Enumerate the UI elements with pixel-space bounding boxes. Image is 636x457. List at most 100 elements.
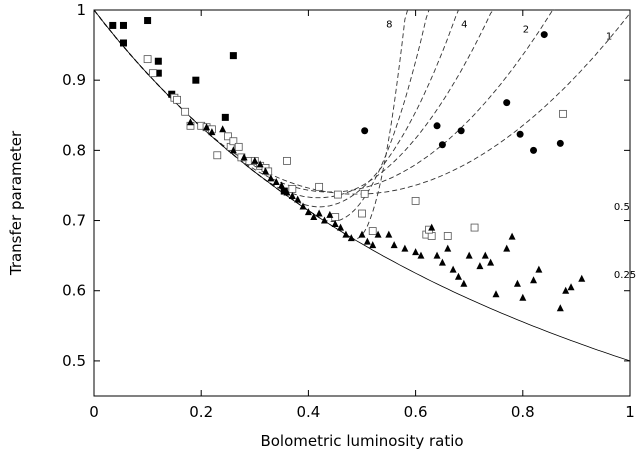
point-open-square bbox=[360, 189, 369, 198]
point-filled-triangle bbox=[401, 244, 409, 252]
model-curves bbox=[93, 9, 631, 362]
point-filled-triangle bbox=[530, 276, 538, 284]
point-filled-triangle bbox=[503, 244, 511, 252]
point-filled-triangle bbox=[556, 304, 564, 312]
y-tick-label: 0.6 bbox=[62, 282, 86, 300]
point-filled-triangle bbox=[219, 125, 227, 133]
point-filled-triangle bbox=[326, 210, 334, 218]
point-filled-triangle bbox=[513, 279, 521, 287]
point-filled-square bbox=[109, 21, 117, 29]
curve-label: 8 bbox=[386, 20, 392, 31]
curve-label: 0.25 bbox=[614, 270, 636, 281]
point-filled-triangle bbox=[363, 237, 371, 245]
point-filled-triangle bbox=[374, 230, 382, 238]
point-open-square bbox=[283, 156, 291, 165]
point-filled-circle bbox=[530, 146, 538, 154]
point-filled-triangle bbox=[578, 274, 586, 282]
point-filled-circle bbox=[556, 139, 564, 147]
x-axis-title: Bolometric luminosity ratio bbox=[260, 432, 463, 450]
point-filled-triangle bbox=[417, 251, 425, 259]
x-tick-label: 1 bbox=[625, 403, 635, 421]
point-open-square bbox=[224, 132, 232, 141]
point-filled-triangle bbox=[208, 128, 216, 136]
point-filled-circle bbox=[361, 127, 369, 135]
point-filled-square bbox=[154, 69, 162, 77]
x-tick-label: 0 bbox=[89, 403, 99, 421]
y-tick-label: 0.7 bbox=[62, 212, 86, 230]
x-tick-label: 0.8 bbox=[511, 403, 535, 421]
y-axis-title: Transfer parameter bbox=[7, 130, 25, 276]
point-open-square bbox=[181, 107, 190, 116]
point-filled-triangle bbox=[476, 262, 484, 270]
point-open-square bbox=[288, 185, 297, 193]
point-filled-triangle bbox=[535, 265, 543, 273]
point-filled-square bbox=[119, 39, 127, 47]
point-filled-triangle bbox=[508, 232, 516, 240]
point-filled-square bbox=[229, 52, 237, 60]
point-filled-triangle bbox=[203, 123, 211, 131]
point-filled-triangle bbox=[385, 230, 393, 238]
point-filled-triangle bbox=[562, 286, 570, 294]
curve-label: 2 bbox=[523, 24, 529, 35]
x-tick-label: 0.2 bbox=[189, 403, 213, 421]
point-filled-circle bbox=[433, 122, 441, 130]
point-open-square bbox=[411, 196, 420, 205]
point-filled-square bbox=[280, 187, 288, 195]
x-tick-label: 0.4 bbox=[296, 403, 320, 421]
point-filled-triangle bbox=[278, 181, 286, 189]
x-tick-label: 0.6 bbox=[404, 403, 428, 421]
point-filled-circle bbox=[438, 141, 446, 149]
point-filled-triangle bbox=[240, 153, 248, 161]
point-open-square bbox=[443, 232, 452, 240]
curve-0-5 bbox=[93, 9, 430, 222]
point-filled-triangle bbox=[229, 146, 237, 154]
point-filled-square bbox=[154, 57, 162, 65]
point-open-square bbox=[234, 142, 243, 151]
point-filled-triangle bbox=[428, 223, 436, 231]
point-open-square bbox=[315, 182, 324, 191]
point-filled-triangle bbox=[449, 265, 457, 273]
point-filled-triangle bbox=[267, 174, 275, 182]
point-filled-triangle bbox=[331, 220, 339, 228]
point-open-square bbox=[229, 137, 238, 146]
curve-2 bbox=[93, 9, 494, 199]
point-open-square bbox=[368, 227, 377, 235]
point-filled-triangle bbox=[369, 241, 377, 249]
point-filled-triangle bbox=[519, 293, 527, 301]
plot-frame bbox=[93, 9, 631, 397]
point-filled-triangle bbox=[433, 251, 441, 259]
point-filled-triangle bbox=[294, 195, 302, 203]
y-tick-label: 1 bbox=[76, 1, 86, 19]
point-filled-triangle bbox=[492, 290, 500, 298]
curve-label: 0.5 bbox=[614, 202, 630, 213]
point-filled-triangle bbox=[283, 188, 291, 196]
point-filled-circle bbox=[516, 130, 524, 138]
point-open-square bbox=[358, 209, 366, 218]
point-open-square bbox=[143, 55, 152, 64]
point-filled-triangle bbox=[347, 234, 355, 242]
curve-4 bbox=[93, 9, 556, 193]
point-open-square bbox=[149, 69, 157, 78]
point-filled-triangle bbox=[337, 223, 345, 231]
y-tick-label: 0.5 bbox=[62, 352, 86, 370]
point-open-square bbox=[470, 223, 479, 232]
point-filled-triangle bbox=[262, 167, 270, 175]
point-filled-triangle bbox=[299, 202, 307, 210]
point-filled-triangle bbox=[358, 230, 366, 238]
curve-0-25 bbox=[93, 9, 409, 240]
point-filled-triangle bbox=[465, 251, 473, 259]
point-filled-triangle bbox=[272, 177, 280, 185]
point-filled-triangle bbox=[481, 251, 489, 259]
y-tick-label: 0.8 bbox=[62, 141, 86, 159]
point-filled-triangle bbox=[186, 118, 194, 126]
point-filled-triangle bbox=[304, 208, 312, 216]
curve-label: 1 bbox=[606, 31, 612, 42]
point-filled-square bbox=[144, 17, 152, 25]
data-points bbox=[109, 17, 586, 312]
point-filled-circle bbox=[540, 31, 548, 39]
point-filled-triangle bbox=[460, 279, 468, 287]
point-filled-triangle bbox=[444, 244, 452, 252]
point-filled-triangle bbox=[438, 258, 446, 266]
point-filled-triangle bbox=[487, 258, 495, 266]
